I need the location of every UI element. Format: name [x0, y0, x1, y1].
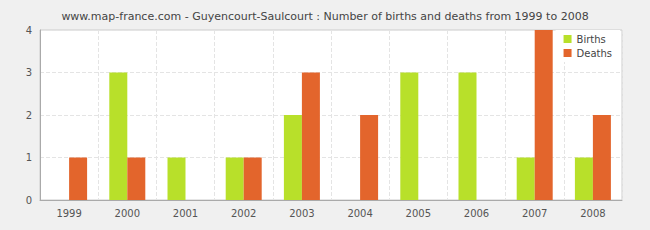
svg-text:Births: Births [577, 34, 606, 45]
svg-text:www.map-france.com - Guyencour: www.map-france.com - Guyencourt-Saulcour… [61, 10, 588, 23]
svg-text:2000: 2000 [115, 208, 140, 219]
svg-text:3: 3 [26, 67, 32, 78]
svg-text:2003: 2003 [289, 208, 314, 219]
svg-text:1: 1 [26, 152, 32, 163]
svg-text:1999: 1999 [56, 208, 81, 219]
svg-text:2007: 2007 [522, 208, 547, 219]
svg-text:Deaths: Deaths [577, 48, 612, 59]
svg-text:2: 2 [26, 110, 32, 121]
svg-text:0: 0 [26, 195, 32, 206]
svg-text:2004: 2004 [347, 208, 372, 219]
svg-text:2001: 2001 [173, 208, 198, 219]
svg-text:2005: 2005 [406, 208, 431, 219]
svg-text:2008: 2008 [580, 208, 605, 219]
svg-text:2002: 2002 [231, 208, 256, 219]
svg-text:2006: 2006 [464, 208, 489, 219]
svg-text:4: 4 [26, 25, 32, 36]
